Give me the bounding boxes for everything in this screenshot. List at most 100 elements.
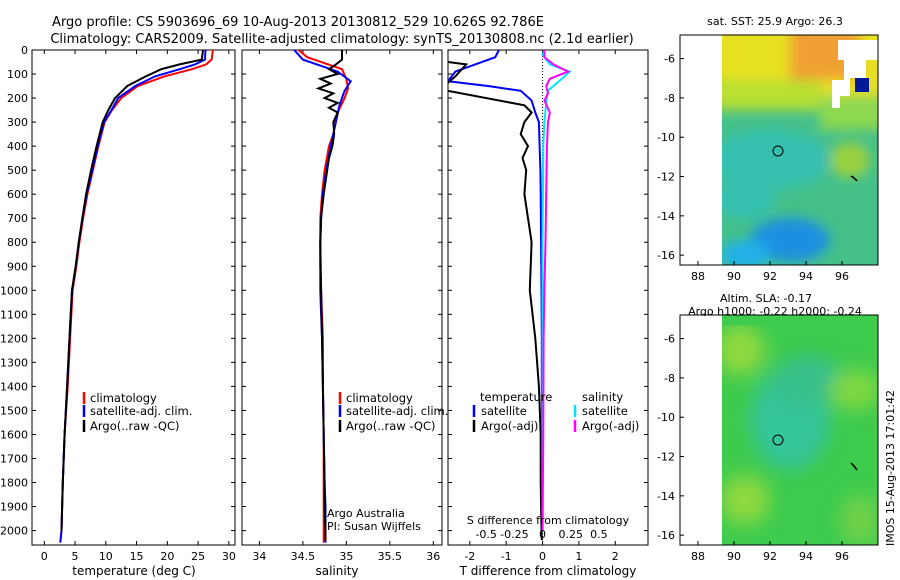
map-y-tick-label: -10 — [657, 411, 675, 424]
legend-title-temperature: temperature — [480, 390, 552, 404]
depth-tick-label: 1100 — [0, 308, 28, 321]
legend-label-t-argo: Argo(-adj) — [481, 419, 538, 433]
depth-tick-label: 2000 — [0, 525, 28, 538]
sst-map-ticks: 88 90 92 94 96 -6 -8 -10 -12 -14 -16 — [657, 53, 849, 283]
argo-position-marker — [772, 434, 784, 446]
temperature-x-ticks: 0 5 10 15 20 25 30 — [41, 50, 236, 563]
sst-map: sat. SST: 25.9 Argo: 26.3 88 90 92 94 96 -6 -8… — [657, 15, 879, 283]
x-tick-label: -1 — [501, 550, 512, 563]
x-tick-label: 0 — [539, 550, 546, 563]
series-line-2 — [315, 50, 343, 541]
x-tick-label: 5 — [72, 550, 79, 563]
difference-y-ticks — [448, 49, 648, 532]
series-line-0 — [297, 50, 350, 543]
map-x-tick-label: 90 — [727, 550, 741, 563]
series-line-1 — [448, 50, 543, 541]
map-x-tick-label: 88 — [691, 550, 705, 563]
annotation-pi: PI: Susan Wijffels — [327, 520, 421, 533]
map-x-tick-label: 92 — [763, 550, 777, 563]
map-y-tick-label: -6 — [664, 333, 675, 346]
legend-label-argo: Argo(..raw -QC) — [90, 419, 180, 433]
map-x-tick-label: 88 — [691, 270, 705, 283]
t-difference-label: T difference from climatology — [459, 564, 637, 578]
depth-tick-label: 300 — [7, 116, 28, 129]
sla-map-ticks: 88 90 92 94 96 -6 -8 -10 -12 -14 -16 — [657, 333, 849, 563]
series-line-2 — [541, 50, 572, 531]
x-tick-label: 15 — [130, 550, 144, 563]
s-tick-label: 0 — [539, 528, 546, 541]
depth-tick-label: 1400 — [0, 380, 28, 393]
depth-tick-label: 1300 — [0, 356, 28, 369]
depth-tick-label: 800 — [7, 236, 28, 249]
difference-axes-box — [447, 49, 649, 546]
series-line-2 — [60, 50, 204, 531]
depth-tick-label: 700 — [7, 212, 28, 225]
x-tick-label: 25 — [191, 550, 205, 563]
temperature-axes-box — [31, 49, 236, 546]
map-y-tick-label: -10 — [657, 131, 675, 144]
map-y-tick-label: -16 — [657, 249, 675, 262]
depth-tick-label: 1900 — [0, 501, 28, 514]
sla-map-frame — [679, 314, 879, 546]
salinity-legend: climatology satellite-adj. clim. Argo(..… — [338, 391, 448, 433]
difference-panel: -2 -1 0 1 2 temperature salinity satellite A… — [447, 49, 649, 578]
legend-label-s-argo: Argo(-adj) — [582, 419, 639, 433]
x-tick-label: 1 — [575, 550, 582, 563]
salinity-series — [293, 50, 353, 543]
depth-tick-label: 200 — [7, 92, 28, 105]
x-tick-label: 30 — [222, 550, 236, 563]
x-tick-label: 2 — [612, 550, 619, 563]
map-y-tick-label: -8 — [664, 92, 675, 105]
temperature-panel: 0100200300400500600700800900100011001200… — [0, 44, 236, 578]
x-tick-label: 0 — [41, 550, 48, 563]
difference-series — [448, 50, 572, 541]
legend-title-salinity: salinity — [582, 390, 623, 404]
s-tick-label: 0.25 — [558, 528, 583, 541]
depth-tick-label: 400 — [7, 140, 28, 153]
legend-label-satellite: satellite-adj. clim. — [90, 404, 192, 418]
x-tick-label: 36 — [426, 550, 440, 563]
temperature-series — [59, 50, 214, 543]
s-difference-ticks: -0.5 -0.25 0 0.25 0.5 — [475, 528, 607, 541]
legend-label-s-satellite: satellite — [582, 404, 628, 418]
x-tick-label: 35.5 — [378, 550, 403, 563]
depth-ticks: 0 100 200 300 400 500 600 700 800 900 1000 1100 1200… — [0, 44, 235, 538]
sla-map-field — [722, 315, 878, 545]
header-line-2: Climatology: CARS2009. Satellite-adjuste… — [50, 32, 633, 47]
series-line-1 — [59, 50, 207, 543]
s-tick-label: -0.5 — [475, 528, 496, 541]
legend-label-argo: Argo(..raw -QC) — [346, 419, 436, 433]
depth-tick-label: 1000 — [0, 284, 28, 297]
salinity-axes-box — [241, 49, 443, 546]
depth-tick-label: 1200 — [0, 332, 28, 345]
salinity-panel: 34 34.5 35 35.5 36 climatology satellite-adj… — [241, 49, 448, 578]
header-line-1: Argo profile: CS 5903696_69 10-Aug-2013 … — [52, 15, 544, 30]
x-tick-label: -2 — [464, 550, 475, 563]
x-tick-label: 34.5 — [291, 550, 316, 563]
depth-tick-label: 1700 — [0, 452, 28, 465]
depth-tick-label: 1600 — [0, 428, 28, 441]
sst-map-title: sat. SST: 25.9 Argo: 26.3 — [707, 15, 843, 28]
legend-label-climatology: climatology — [90, 391, 157, 405]
legend-label-t-satellite: satellite — [481, 404, 527, 418]
map-x-tick-label: 94 — [799, 550, 813, 563]
depth-tick-label: 0 — [21, 44, 28, 57]
map-y-tick-label: -12 — [657, 171, 675, 184]
x-tick-label: 34 — [252, 550, 266, 563]
map-y-tick-label: -12 — [657, 451, 675, 464]
map-x-tick-label: 90 — [727, 270, 741, 283]
salinity-y-ticks — [242, 49, 442, 532]
s-tick-label: 0.5 — [590, 528, 608, 541]
salinity-x-ticks: 34 34.5 35 35.5 36 — [252, 50, 440, 563]
depth-tick-label: 600 — [7, 188, 28, 201]
sla-map-title-1: Altim. SLA: -0.17 — [720, 292, 812, 305]
sst-map-frame — [679, 34, 879, 266]
s-tick-label: -0.25 — [500, 528, 528, 541]
map-x-tick-label: 92 — [763, 270, 777, 283]
map-y-tick-label: -14 — [657, 490, 675, 503]
series-line-0 — [448, 50, 544, 531]
map-y-tick-label: -6 — [664, 53, 675, 66]
depth-tick-label: 500 — [7, 164, 28, 177]
depth-tick-label: 900 — [7, 260, 28, 273]
